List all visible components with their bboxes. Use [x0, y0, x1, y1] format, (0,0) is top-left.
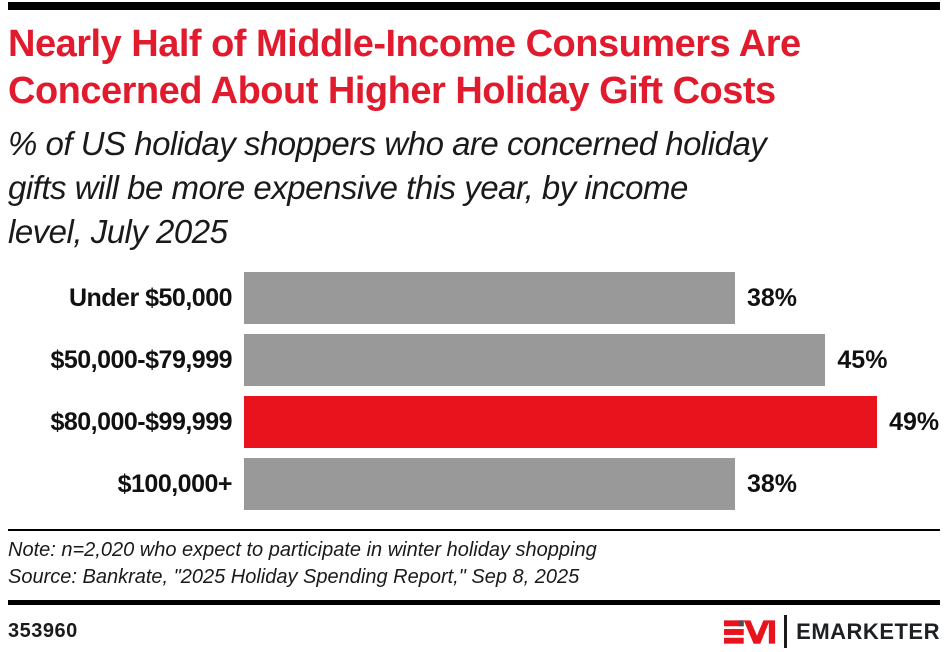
category-label: $100,000+	[117, 469, 233, 498]
em-monogram-icon	[724, 616, 776, 648]
value-label: 49%	[889, 407, 940, 436]
category-label: $80,000-$99,999	[50, 407, 232, 436]
chart-id: 353960	[8, 620, 78, 642]
category-label: Under $50,000	[68, 283, 233, 312]
brand-name: EMARKETER	[796, 618, 940, 644]
footnote: Note: n=2,020 who expect to participate …	[0, 531, 948, 591]
footer-separator-rule	[8, 600, 940, 605]
chart-title-line-1: Nearly Half of Middle-Income Consumers A…	[8, 23, 801, 65]
emarketer-logo: EMARKETER	[724, 615, 940, 648]
value-label: 45%	[837, 345, 888, 374]
chart-subtitle: % of US holiday shoppers who are concern…	[8, 122, 940, 254]
logo-divider	[784, 615, 788, 648]
footnote-separator-rule	[8, 529, 940, 531]
bar-chart: Under $50,000 38% $50,000-$79,999 45% $8…	[0, 272, 948, 510]
footer: 353960 EMARKETER	[0, 615, 948, 648]
chart-subtitle-line-3: level, July 2025	[8, 213, 228, 250]
bar-under-50000	[244, 272, 735, 324]
chart-title-line-2: Concerned About Higher Holiday Gift Cost…	[8, 70, 776, 112]
note-text: Note: n=2,020 who expect to participate …	[8, 539, 597, 561]
chart-title: Nearly Half of Middle-Income Consumers A…	[8, 21, 940, 115]
bar-row-50000-79999: $50,000-$79,999 45%	[8, 334, 940, 386]
chart-subtitle-line-1: % of US holiday shoppers who are concern…	[8, 125, 767, 162]
top-border-rule	[8, 2, 940, 10]
source-text: Source: Bankrate, "2025 Holiday Spending…	[8, 566, 580, 588]
bar-row-under-50000: Under $50,000 38%	[8, 272, 940, 324]
chart-subtitle-line-2: gifts will be more expensive this year, …	[8, 169, 688, 206]
bar-row-80000-99999: $80,000-$99,999 49%	[8, 396, 940, 448]
bar-row-100000-plus: $100,000+ 38%	[8, 458, 940, 510]
category-label: $50,000-$79,999	[50, 345, 232, 374]
value-label: 38%	[746, 283, 797, 312]
value-label: 38%	[746, 469, 797, 498]
chart-header: Nearly Half of Middle-Income Consumers A…	[0, 21, 948, 254]
bar-80000-99999-highlighted	[244, 396, 878, 448]
bar-100000-plus	[244, 458, 735, 510]
bar-50000-79999	[244, 334, 826, 386]
